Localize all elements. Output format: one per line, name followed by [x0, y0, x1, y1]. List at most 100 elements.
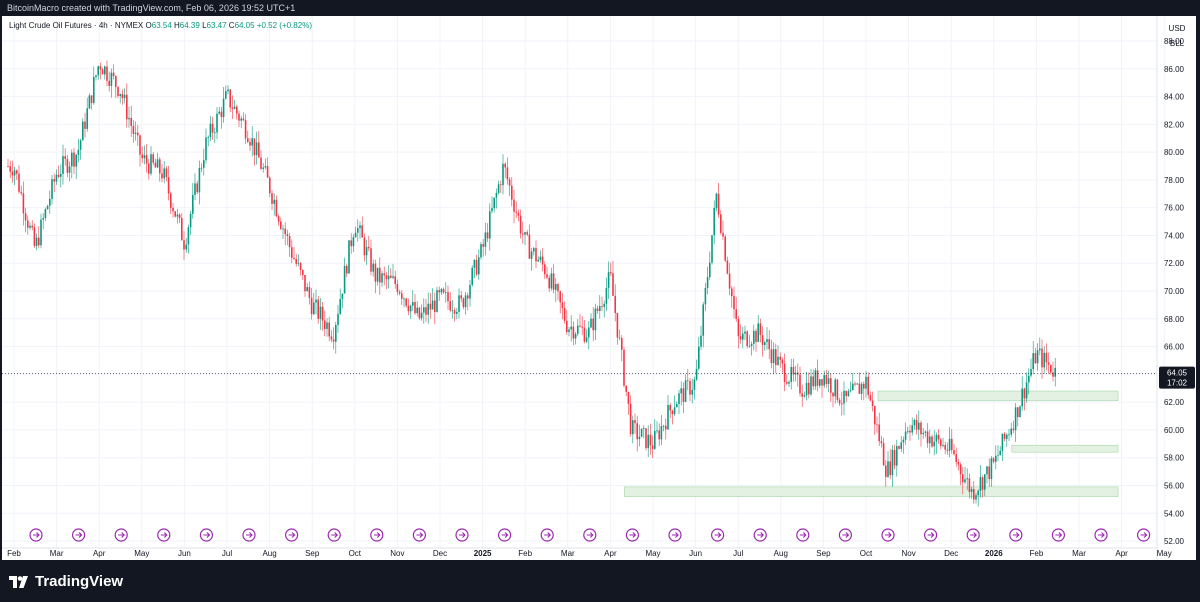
candle-body[interactable] — [291, 247, 293, 258]
candle-body[interactable] — [365, 247, 368, 256]
candle-body[interactable] — [519, 215, 522, 234]
candle-body[interactable] — [816, 370, 819, 386]
candle-body[interactable] — [112, 72, 115, 77]
candle-body[interactable] — [51, 179, 53, 199]
candle-body[interactable] — [110, 72, 113, 86]
candle-body[interactable] — [618, 337, 621, 339]
candle-body[interactable] — [552, 273, 555, 290]
candle-body[interactable] — [858, 383, 861, 394]
candle-body[interactable] — [533, 248, 535, 252]
candle-body[interactable] — [502, 163, 504, 186]
candle-body[interactable] — [469, 284, 471, 299]
candle-body[interactable] — [638, 436, 641, 440]
candle-body[interactable] — [590, 318, 592, 328]
arrow-right-circle-icon[interactable] — [1136, 528, 1151, 542]
candle-body[interactable] — [594, 308, 597, 331]
candle-body[interactable] — [467, 295, 469, 299]
candle-body[interactable] — [68, 166, 71, 173]
candle-body[interactable] — [856, 383, 858, 385]
candle-body[interactable] — [60, 173, 62, 177]
candle-body[interactable] — [1043, 352, 1045, 368]
candle-body[interactable] — [332, 339, 335, 342]
candle-body[interactable] — [678, 393, 680, 404]
candle-body[interactable] — [717, 193, 720, 215]
candle-body[interactable] — [489, 211, 491, 239]
candle-body[interactable] — [95, 75, 97, 78]
candle-body[interactable] — [975, 495, 977, 500]
candle-body[interactable] — [922, 432, 924, 435]
candle-body[interactable] — [86, 108, 88, 129]
candle-body[interactable] — [24, 213, 27, 221]
candle-body[interactable] — [667, 405, 669, 430]
candle-body[interactable] — [942, 444, 944, 446]
candle-body[interactable] — [1017, 407, 1019, 418]
candle-body[interactable] — [326, 322, 328, 329]
candle-body[interactable] — [772, 349, 775, 364]
candle-body[interactable] — [1010, 428, 1012, 435]
candle-body[interactable] — [924, 431, 927, 433]
candle-body[interactable] — [132, 125, 135, 134]
arrow-right-circle-icon[interactable] — [199, 528, 213, 542]
arrow-right-circle-icon[interactable] — [966, 528, 980, 542]
candle-body[interactable] — [282, 228, 284, 230]
candle-body[interactable] — [181, 218, 183, 241]
candle-body[interactable] — [643, 428, 645, 430]
candle-body[interactable] — [359, 225, 361, 229]
candle-body[interactable] — [722, 232, 724, 237]
candle-body[interactable] — [486, 232, 489, 239]
candle-body[interactable] — [739, 336, 742, 340]
candle-body[interactable] — [1041, 348, 1043, 368]
candle-body[interactable] — [863, 383, 865, 389]
candle-body[interactable] — [328, 322, 330, 337]
candle-body[interactable] — [141, 154, 143, 159]
candle-body[interactable] — [119, 93, 121, 96]
arrow-right-circle-icon[interactable] — [29, 528, 43, 542]
candle-body[interactable] — [764, 342, 766, 346]
arrow-right-circle-icon[interactable] — [625, 528, 640, 542]
candle-body[interactable] — [299, 263, 302, 271]
candle-body[interactable] — [962, 474, 964, 483]
candle-body[interactable] — [335, 324, 337, 342]
candle-body[interactable] — [341, 293, 344, 299]
candle-body[interactable] — [794, 372, 797, 375]
candle-body[interactable] — [330, 336, 333, 340]
candle-body[interactable] — [680, 388, 682, 394]
candle-body[interactable] — [783, 363, 786, 382]
candle-body[interactable] — [907, 430, 909, 432]
candle-body[interactable] — [777, 356, 779, 365]
candle-body[interactable] — [423, 307, 425, 313]
arrow-right-circle-icon[interactable] — [838, 528, 853, 542]
candle-body[interactable] — [18, 173, 20, 192]
candle-body[interactable] — [999, 450, 1001, 456]
support-zone[interactable] — [1011, 444, 1119, 453]
candle-body[interactable] — [1054, 367, 1056, 377]
candle-body[interactable] — [748, 345, 751, 347]
candle-body[interactable] — [154, 162, 157, 168]
support-zone[interactable] — [877, 390, 1119, 402]
candle-body[interactable] — [7, 166, 9, 167]
candle-body[interactable] — [953, 450, 955, 455]
candle-body[interactable] — [878, 424, 880, 442]
candle-body[interactable] — [11, 171, 14, 176]
candle-body[interactable] — [517, 212, 520, 216]
candle-body[interactable] — [165, 168, 168, 178]
candle-body[interactable] — [82, 121, 84, 141]
candle-body[interactable] — [491, 208, 493, 212]
candle-body[interactable] — [458, 295, 460, 312]
candle-body[interactable] — [981, 477, 984, 490]
candle-body[interactable] — [416, 307, 418, 314]
candle-body[interactable] — [84, 121, 86, 129]
candle-body[interactable] — [293, 257, 295, 259]
candle-body[interactable] — [605, 287, 608, 304]
candle-body[interactable] — [766, 339, 768, 343]
arrow-right-circle-icon[interactable] — [71, 528, 86, 542]
candle-body[interactable] — [38, 237, 40, 246]
candle-body[interactable] — [172, 207, 174, 212]
candle-body[interactable] — [891, 449, 894, 476]
candle-body[interactable] — [775, 349, 777, 365]
candle-body[interactable] — [570, 326, 572, 330]
candle-body[interactable] — [20, 191, 22, 194]
candle-body[interactable] — [511, 185, 513, 200]
candle-body[interactable] — [660, 426, 663, 440]
candle-body[interactable] — [379, 267, 381, 283]
